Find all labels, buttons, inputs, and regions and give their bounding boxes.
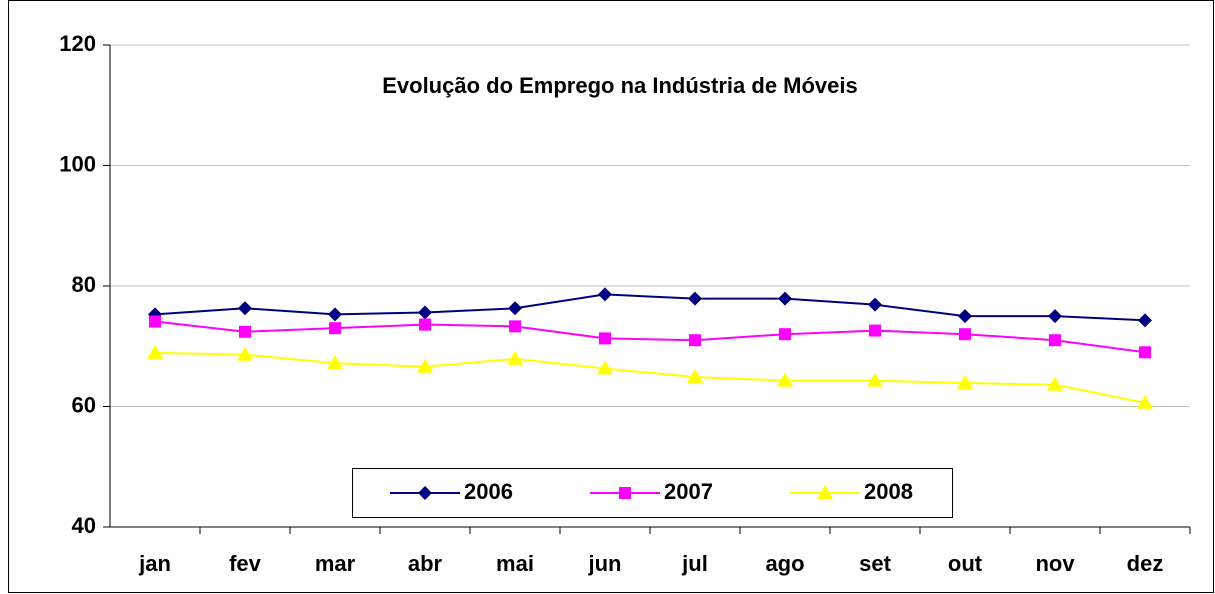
x-tick-label: out xyxy=(948,551,983,576)
marker xyxy=(239,325,251,338)
chart-frame xyxy=(8,0,1214,593)
x-tick-label: ago xyxy=(765,551,804,576)
marker xyxy=(509,320,521,333)
series-line xyxy=(154,320,1146,354)
marker xyxy=(238,301,252,316)
marker xyxy=(777,372,793,387)
marker xyxy=(687,368,703,383)
x-tick-label: jun xyxy=(588,551,622,576)
marker xyxy=(867,372,883,387)
marker xyxy=(419,318,431,331)
marker xyxy=(1138,313,1152,328)
x-tick-label: mar xyxy=(315,551,356,576)
marker xyxy=(957,375,973,390)
x-tick-label: nov xyxy=(1035,551,1075,576)
marker xyxy=(619,487,631,499)
chart-title: Evolução do Emprego na Indústria de Móve… xyxy=(382,73,858,98)
marker xyxy=(1139,346,1151,359)
marker xyxy=(868,297,882,312)
marker xyxy=(817,485,833,499)
series-line xyxy=(154,351,1146,404)
y-tick-label: 100 xyxy=(59,151,96,176)
marker xyxy=(507,350,523,365)
y-tick-label: 60 xyxy=(72,392,96,417)
legend-label: 2008 xyxy=(864,479,913,504)
marker xyxy=(1137,394,1153,409)
marker xyxy=(1047,376,1063,391)
x-tick-label: jul xyxy=(681,551,708,576)
marker xyxy=(597,360,613,375)
y-tick-label: 80 xyxy=(72,272,96,297)
x-tick-label: dez xyxy=(1127,551,1164,576)
y-tick-label: 40 xyxy=(72,513,96,538)
marker xyxy=(778,291,792,306)
marker xyxy=(1048,309,1062,324)
marker xyxy=(958,309,972,324)
legend: 2006 2007 2008 xyxy=(352,468,953,518)
series-line xyxy=(154,293,1146,322)
marker xyxy=(417,358,433,373)
x-tick-label: jan xyxy=(138,551,171,576)
marker xyxy=(418,305,432,320)
x-tick-label: fev xyxy=(229,551,262,576)
marker xyxy=(1049,334,1061,347)
marker xyxy=(508,301,522,316)
marker xyxy=(147,344,163,359)
x-tick-label: abr xyxy=(408,551,443,576)
x-tick-label: set xyxy=(859,551,891,576)
marker xyxy=(869,324,881,337)
marker xyxy=(329,322,341,335)
marker xyxy=(779,328,791,341)
marker xyxy=(418,486,432,500)
marker xyxy=(599,332,611,345)
marker xyxy=(237,346,253,361)
legend-label: 2007 xyxy=(664,479,713,504)
legend-label: 2006 xyxy=(464,479,513,504)
marker xyxy=(688,291,702,306)
marker xyxy=(598,287,612,302)
marker xyxy=(327,355,343,370)
x-tick-label: mai xyxy=(496,551,534,576)
marker xyxy=(959,328,971,341)
marker xyxy=(149,315,161,328)
marker xyxy=(328,307,342,322)
marker xyxy=(689,334,701,347)
y-tick-label: 120 xyxy=(59,31,96,56)
